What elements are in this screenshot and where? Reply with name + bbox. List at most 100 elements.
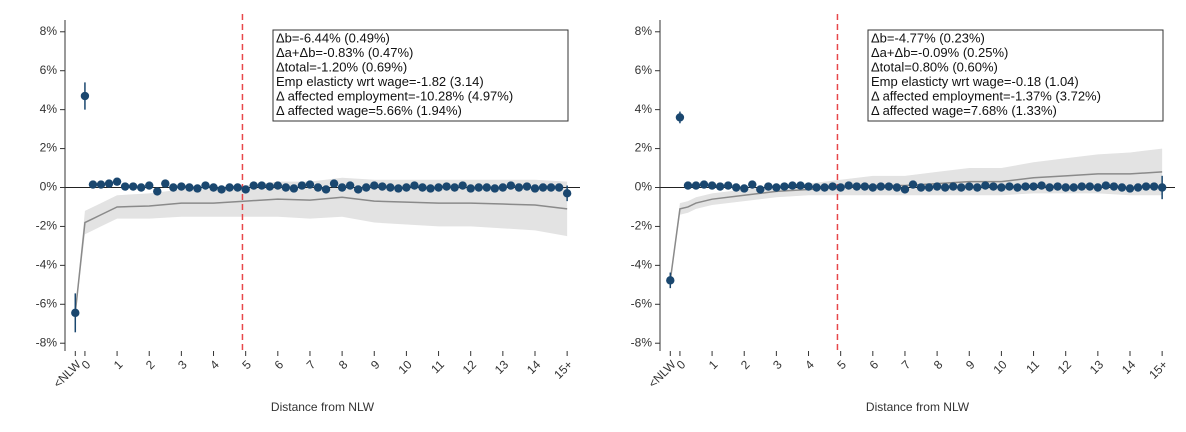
x-tick-label: 1 <box>111 357 126 372</box>
point <box>225 183 234 192</box>
point <box>562 189 572 198</box>
point <box>257 181 266 190</box>
x-tick-label: 3 <box>770 357 785 372</box>
point <box>748 180 757 189</box>
point <box>1093 183 1103 192</box>
point <box>1141 182 1151 191</box>
annotation: Δa+Δb=-0.09% (0.25%) <box>871 45 1008 60</box>
point <box>1005 182 1014 191</box>
y-tick-label: -4% <box>631 258 653 272</box>
point <box>514 183 524 192</box>
point <box>731 183 741 192</box>
point <box>128 182 138 191</box>
point <box>490 184 500 193</box>
point <box>297 181 307 190</box>
point <box>666 276 675 285</box>
point <box>145 181 154 190</box>
x-tick-label: 9 <box>963 357 978 372</box>
point <box>691 181 701 190</box>
y-tick-label: -6% <box>36 296 58 310</box>
point <box>1101 181 1111 190</box>
y-tick-label: -8% <box>36 335 58 349</box>
x-tick-label: 1 <box>706 357 721 372</box>
x-tick-label: 10 <box>990 357 1010 377</box>
point <box>265 182 274 191</box>
point <box>804 182 813 191</box>
point <box>209 183 218 192</box>
point <box>852 182 861 191</box>
point <box>153 187 162 196</box>
point <box>538 183 548 192</box>
point <box>506 181 516 190</box>
annotation: Δa+Δb=-0.83% (0.47%) <box>276 45 413 60</box>
annotation: Δ affected employment=-1.37% (3.72%) <box>871 88 1101 103</box>
point <box>1069 183 1078 192</box>
x-tick-label: 6 <box>867 357 882 372</box>
point <box>1021 182 1030 191</box>
y-tick-label: -4% <box>36 258 58 272</box>
annotation: Emp elasticty wrt wage=-1.82 (3.14) <box>276 74 484 89</box>
x-tick-label: 13 <box>492 357 512 377</box>
point <box>177 182 186 191</box>
x-tick-label: 12 <box>1055 357 1075 377</box>
point <box>233 183 242 192</box>
point <box>450 183 459 192</box>
x-tick-label: 6 <box>272 357 287 372</box>
x-tick-label: 7 <box>304 357 319 372</box>
point <box>772 183 781 192</box>
point <box>80 91 90 101</box>
x-tick-label: 3 <box>175 357 190 372</box>
point <box>321 185 331 194</box>
x-tick-label: 2 <box>143 357 158 372</box>
point <box>185 183 194 192</box>
x-tick-label: 15+ <box>551 357 575 381</box>
annotation-box <box>867 29 1164 122</box>
point <box>675 113 685 122</box>
x-tick-label: 15+ <box>1146 357 1170 381</box>
point <box>940 183 950 192</box>
point <box>554 183 564 192</box>
point <box>788 181 797 190</box>
point <box>707 181 717 190</box>
y-tick-label: 2% <box>635 141 653 155</box>
point <box>860 182 869 191</box>
point <box>241 185 250 194</box>
point <box>273 181 283 190</box>
point <box>402 183 411 192</box>
point <box>812 183 821 192</box>
point <box>71 308 80 318</box>
y-tick-label: -6% <box>631 296 653 310</box>
point <box>699 180 709 189</box>
annotation: Δ affected employment=-10.28% (4.97%) <box>276 88 513 103</box>
y-tick-label: 8% <box>40 24 58 38</box>
x-tick-label: 11 <box>428 357 447 376</box>
cumulative-line <box>74 196 568 313</box>
point <box>281 183 291 192</box>
point <box>868 183 878 192</box>
point <box>418 183 427 192</box>
y-tick-label: 6% <box>40 63 58 77</box>
point <box>965 182 974 191</box>
point <box>1045 183 1054 192</box>
point <box>1109 182 1119 191</box>
point <box>1117 183 1127 192</box>
point <box>410 181 419 190</box>
point <box>828 182 837 191</box>
point <box>1061 183 1070 192</box>
x-tick-label: 11 <box>1023 357 1042 376</box>
point <box>474 183 483 192</box>
point <box>981 181 990 190</box>
x-tick-label: 5 <box>834 357 849 372</box>
point <box>876 182 886 191</box>
point <box>924 183 934 192</box>
x-tick-label: 10 <box>395 357 415 377</box>
point <box>1037 181 1046 190</box>
x-tick-label: 8 <box>336 357 351 372</box>
point <box>820 183 829 192</box>
point <box>345 181 355 190</box>
x-tick-label: 4 <box>802 357 817 372</box>
point <box>973 183 982 192</box>
point <box>353 185 363 194</box>
x-tick-label: 7 <box>899 357 914 372</box>
